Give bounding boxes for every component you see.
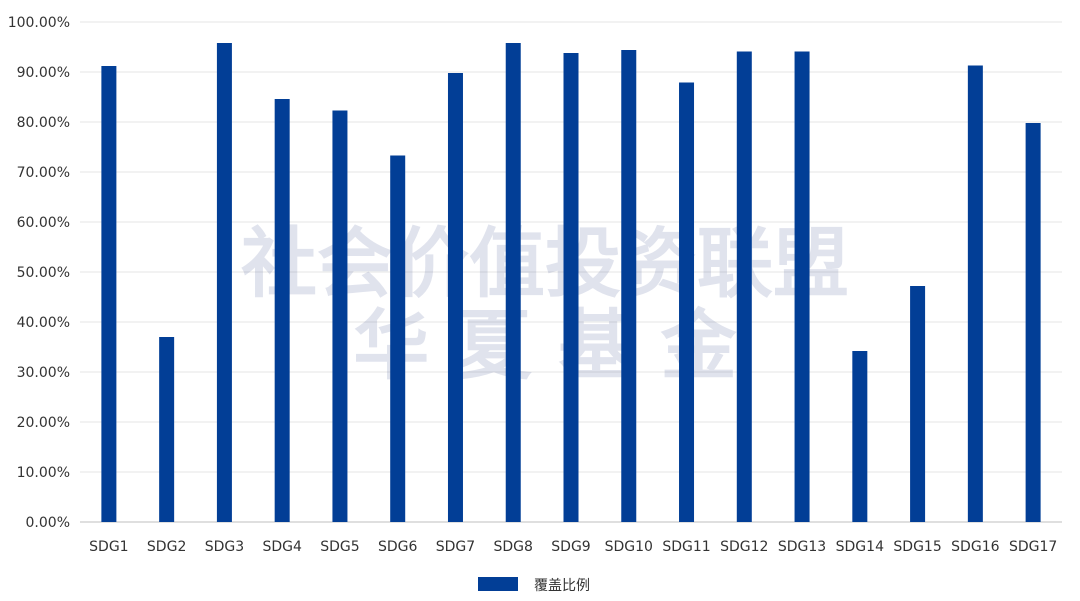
bar-sdg10 [621,50,637,522]
x-category-label: SDG11 [662,539,710,555]
y-tick-label: 20.00% [17,415,70,431]
x-category-label: SDG8 [494,539,533,555]
x-category-label: SDG2 [147,539,186,555]
bar-sdg7 [447,73,463,522]
watermark-line-1: 社会价值投资联盟 [241,219,849,308]
bar-sdg17 [1025,123,1041,522]
watermark: 社会价值投资联盟 华 夏 基 金 [241,219,849,390]
bar-sdg11 [679,82,695,522]
y-tick-label: 60.00% [17,215,70,231]
x-category-label: SDG3 [205,539,244,555]
x-axis-category-labels: SDG1 SDG2 SDG3 SDG4 SDG5 SDG6 SDG7 SDG8 SDG9 SDG1… [89,539,1057,555]
bar-sdg8 [505,43,521,522]
x-category-label: SDG16 [951,539,999,555]
bar-sdg1 [101,66,117,522]
y-tick-label: 80.00% [17,115,70,131]
y-tick-label: 30.00% [17,365,70,381]
bar-series [101,43,1041,522]
bar-sdg3 [216,43,232,522]
x-category-label: SDG6 [378,539,418,555]
bar-sdg5 [332,110,348,522]
y-tick-label: 40.00% [17,315,70,331]
x-category-label: SDG14 [836,539,884,555]
bar-sdg14 [852,351,868,522]
x-category-label: SDG1 [89,539,128,555]
legend-label: 覆盖比例 [534,578,590,594]
x-category-label: SDG5 [320,539,359,555]
y-tick-label: 0.00% [26,515,70,531]
bar-sdg2 [159,337,175,522]
x-category-label: SDG4 [262,539,302,555]
x-category-label: SDG13 [778,539,826,555]
legend: 覆盖比例 [478,577,590,594]
y-tick-label: 100.00% [8,15,70,31]
x-category-label: SDG7 [436,539,475,555]
x-category-label: SDG12 [720,539,768,555]
watermark-line-2: 华 夏 基 金 [353,301,737,390]
x-category-label: SDG17 [1009,539,1057,555]
x-category-label: SDG9 [551,539,590,555]
y-tick-label: 50.00% [17,265,70,281]
legend-swatch [478,577,518,591]
bar-sdg16 [967,65,983,522]
bar-sdg15 [910,286,926,522]
bar-sdg9 [563,53,579,522]
y-tick-label: 90.00% [17,65,70,81]
x-category-label: SDG15 [893,539,941,555]
y-tick-label: 70.00% [17,165,70,181]
x-category-label: SDG10 [605,539,653,555]
bar-sdg13 [794,51,810,522]
bar-sdg12 [736,51,752,522]
y-axis-tick-labels: 0.00% 10.00% 20.00% 30.00% 40.00% 50.00% 60.00… [8,15,70,531]
y-tick-label: 10.00% [17,465,70,481]
bar-sdg6 [390,155,406,522]
bar-sdg4 [274,99,290,522]
